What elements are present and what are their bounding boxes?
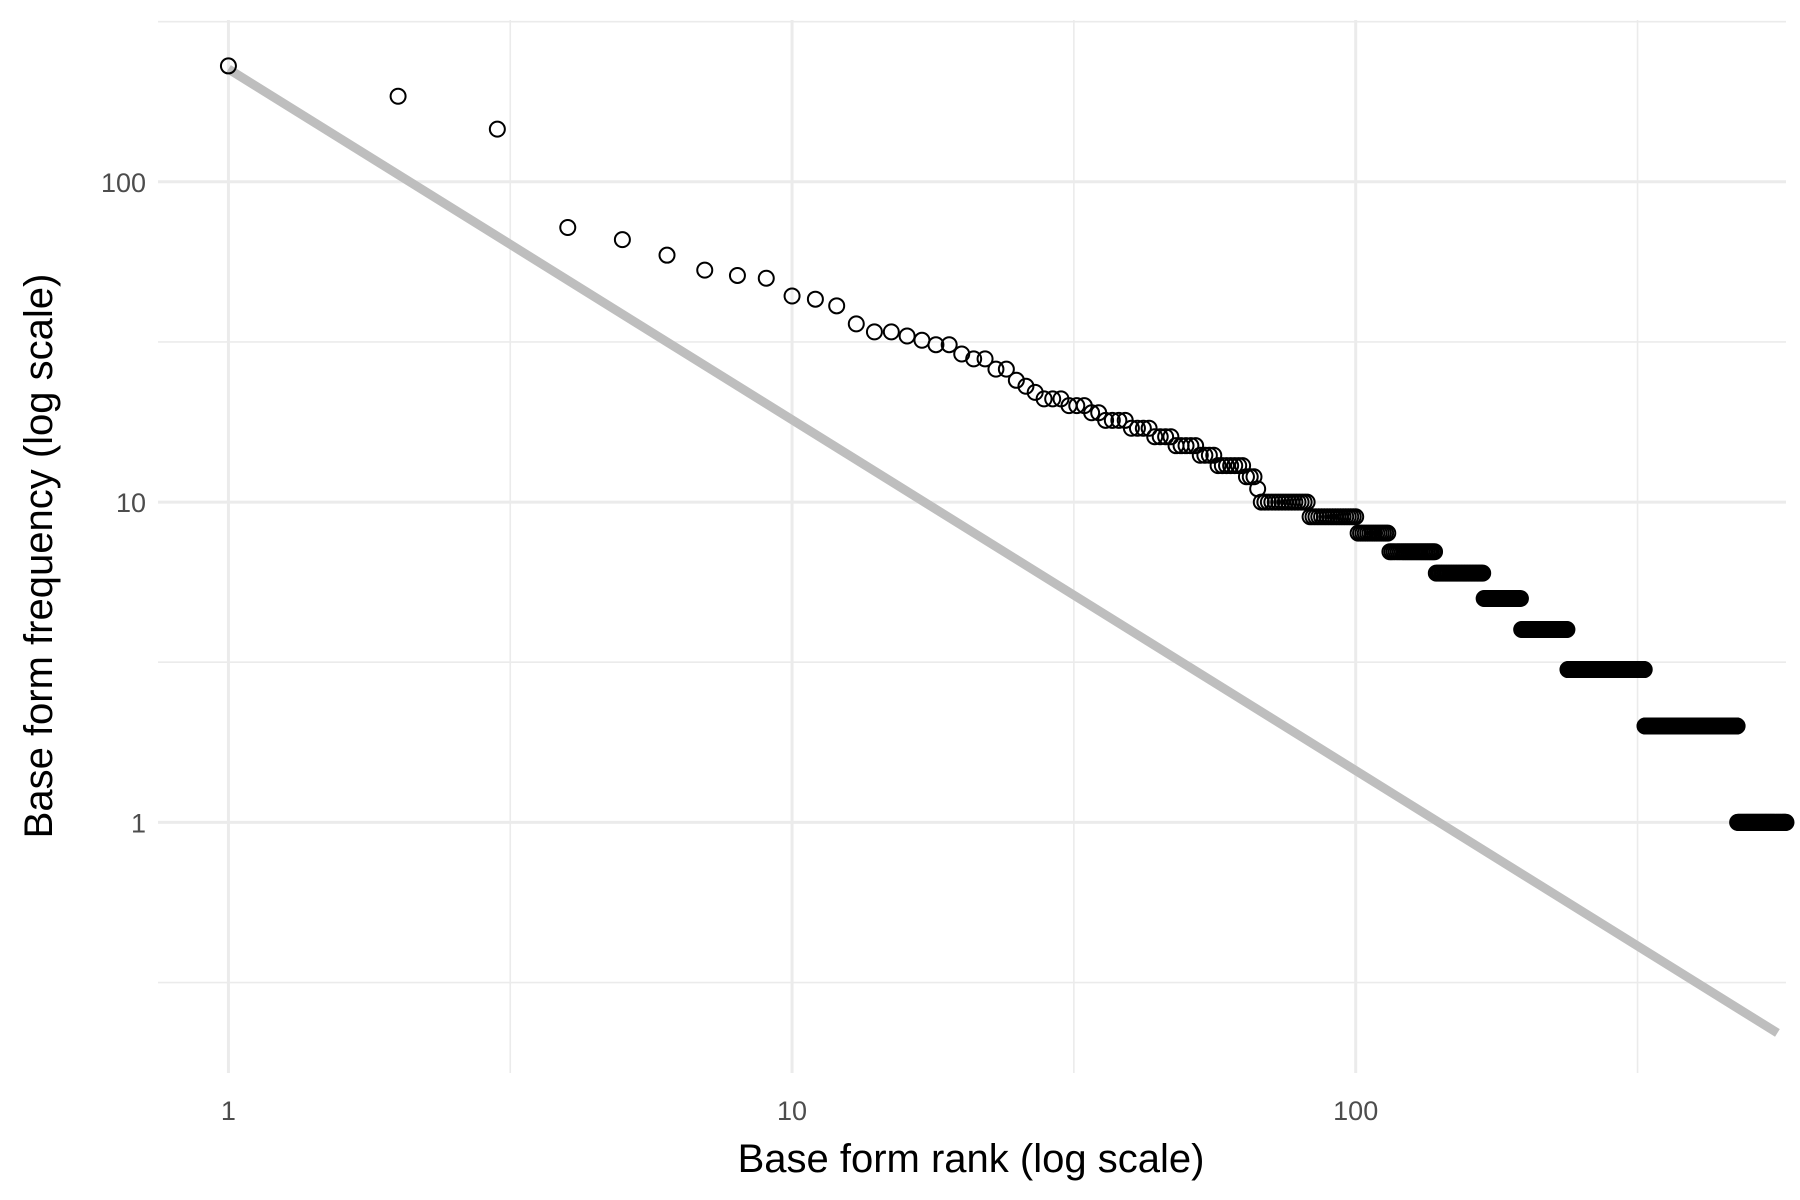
data-point — [1134, 419, 1152, 437]
data-point — [913, 331, 931, 349]
data-point — [613, 231, 631, 249]
grid — [158, 20, 1786, 1073]
data-point — [1635, 661, 1653, 679]
data-point — [488, 120, 506, 138]
data-point — [696, 261, 714, 279]
data-point — [1182, 437, 1200, 455]
data-point — [940, 336, 958, 354]
data-point — [1068, 397, 1086, 415]
data-point — [987, 360, 1005, 378]
data-point — [997, 360, 1015, 378]
x-tick-label: 10 — [777, 1096, 807, 1126]
data-point — [783, 287, 801, 305]
data-point — [559, 218, 577, 236]
data-point — [1146, 428, 1164, 446]
reference-line-layer — [226, 65, 1780, 1037]
data-point — [1122, 419, 1140, 437]
x-tick-labels: 1 10 100 — [221, 1096, 1378, 1126]
x-axis-title: Base form rank (log scale) — [738, 1137, 1205, 1181]
data-point — [1187, 437, 1205, 455]
data-point — [1162, 428, 1180, 446]
data-point — [1209, 457, 1227, 475]
data-points — [219, 57, 1795, 831]
data-point — [1191, 446, 1209, 464]
data-point — [1474, 564, 1492, 582]
data-point — [1347, 508, 1365, 526]
data-point — [865, 323, 883, 341]
y-tick-label: 1 — [131, 808, 146, 838]
data-point — [1426, 543, 1444, 561]
data-point — [728, 266, 746, 284]
data-point — [1103, 411, 1121, 429]
data-point — [976, 350, 994, 368]
data-point — [1151, 428, 1169, 446]
data-point — [1728, 717, 1746, 735]
data-point — [1511, 589, 1529, 607]
x-tick-label: 100 — [1333, 1096, 1378, 1126]
data-point — [828, 297, 846, 315]
data-point — [882, 323, 900, 341]
data-point — [1035, 390, 1053, 408]
data-point — [757, 269, 775, 287]
data-point — [1379, 524, 1397, 542]
data-point — [1044, 390, 1062, 408]
data-point — [927, 336, 945, 354]
data-point — [1245, 468, 1263, 486]
data-point — [847, 315, 865, 333]
data-point — [1218, 457, 1236, 475]
data-point — [1196, 446, 1214, 464]
data-point — [1157, 428, 1175, 446]
data-point — [806, 290, 824, 308]
data-point — [1558, 621, 1576, 639]
data-point — [219, 57, 237, 75]
data-point — [1140, 419, 1158, 437]
y-tick-label: 10 — [116, 488, 146, 518]
data-point — [1222, 457, 1240, 475]
y-tick-labels: 1 10 100 — [101, 168, 146, 839]
reference-line — [226, 65, 1780, 1037]
x-tick-label: 1 — [221, 1096, 236, 1126]
data-point — [658, 246, 676, 264]
data-point — [1110, 411, 1128, 429]
data-point — [1128, 419, 1146, 437]
data-point — [1205, 446, 1223, 464]
data-point — [1777, 813, 1795, 831]
y-tick-label: 100 — [101, 168, 146, 198]
data-point — [965, 350, 983, 368]
y-axis-title: Base form frequency (log scale) — [17, 274, 61, 839]
data-point — [1007, 371, 1025, 389]
data-point — [1213, 457, 1231, 475]
data-point — [389, 87, 407, 105]
data-point — [1083, 404, 1101, 422]
data-point — [1200, 446, 1218, 464]
data-point — [1177, 437, 1195, 455]
data-point — [1097, 411, 1115, 429]
data-point — [1017, 377, 1035, 395]
